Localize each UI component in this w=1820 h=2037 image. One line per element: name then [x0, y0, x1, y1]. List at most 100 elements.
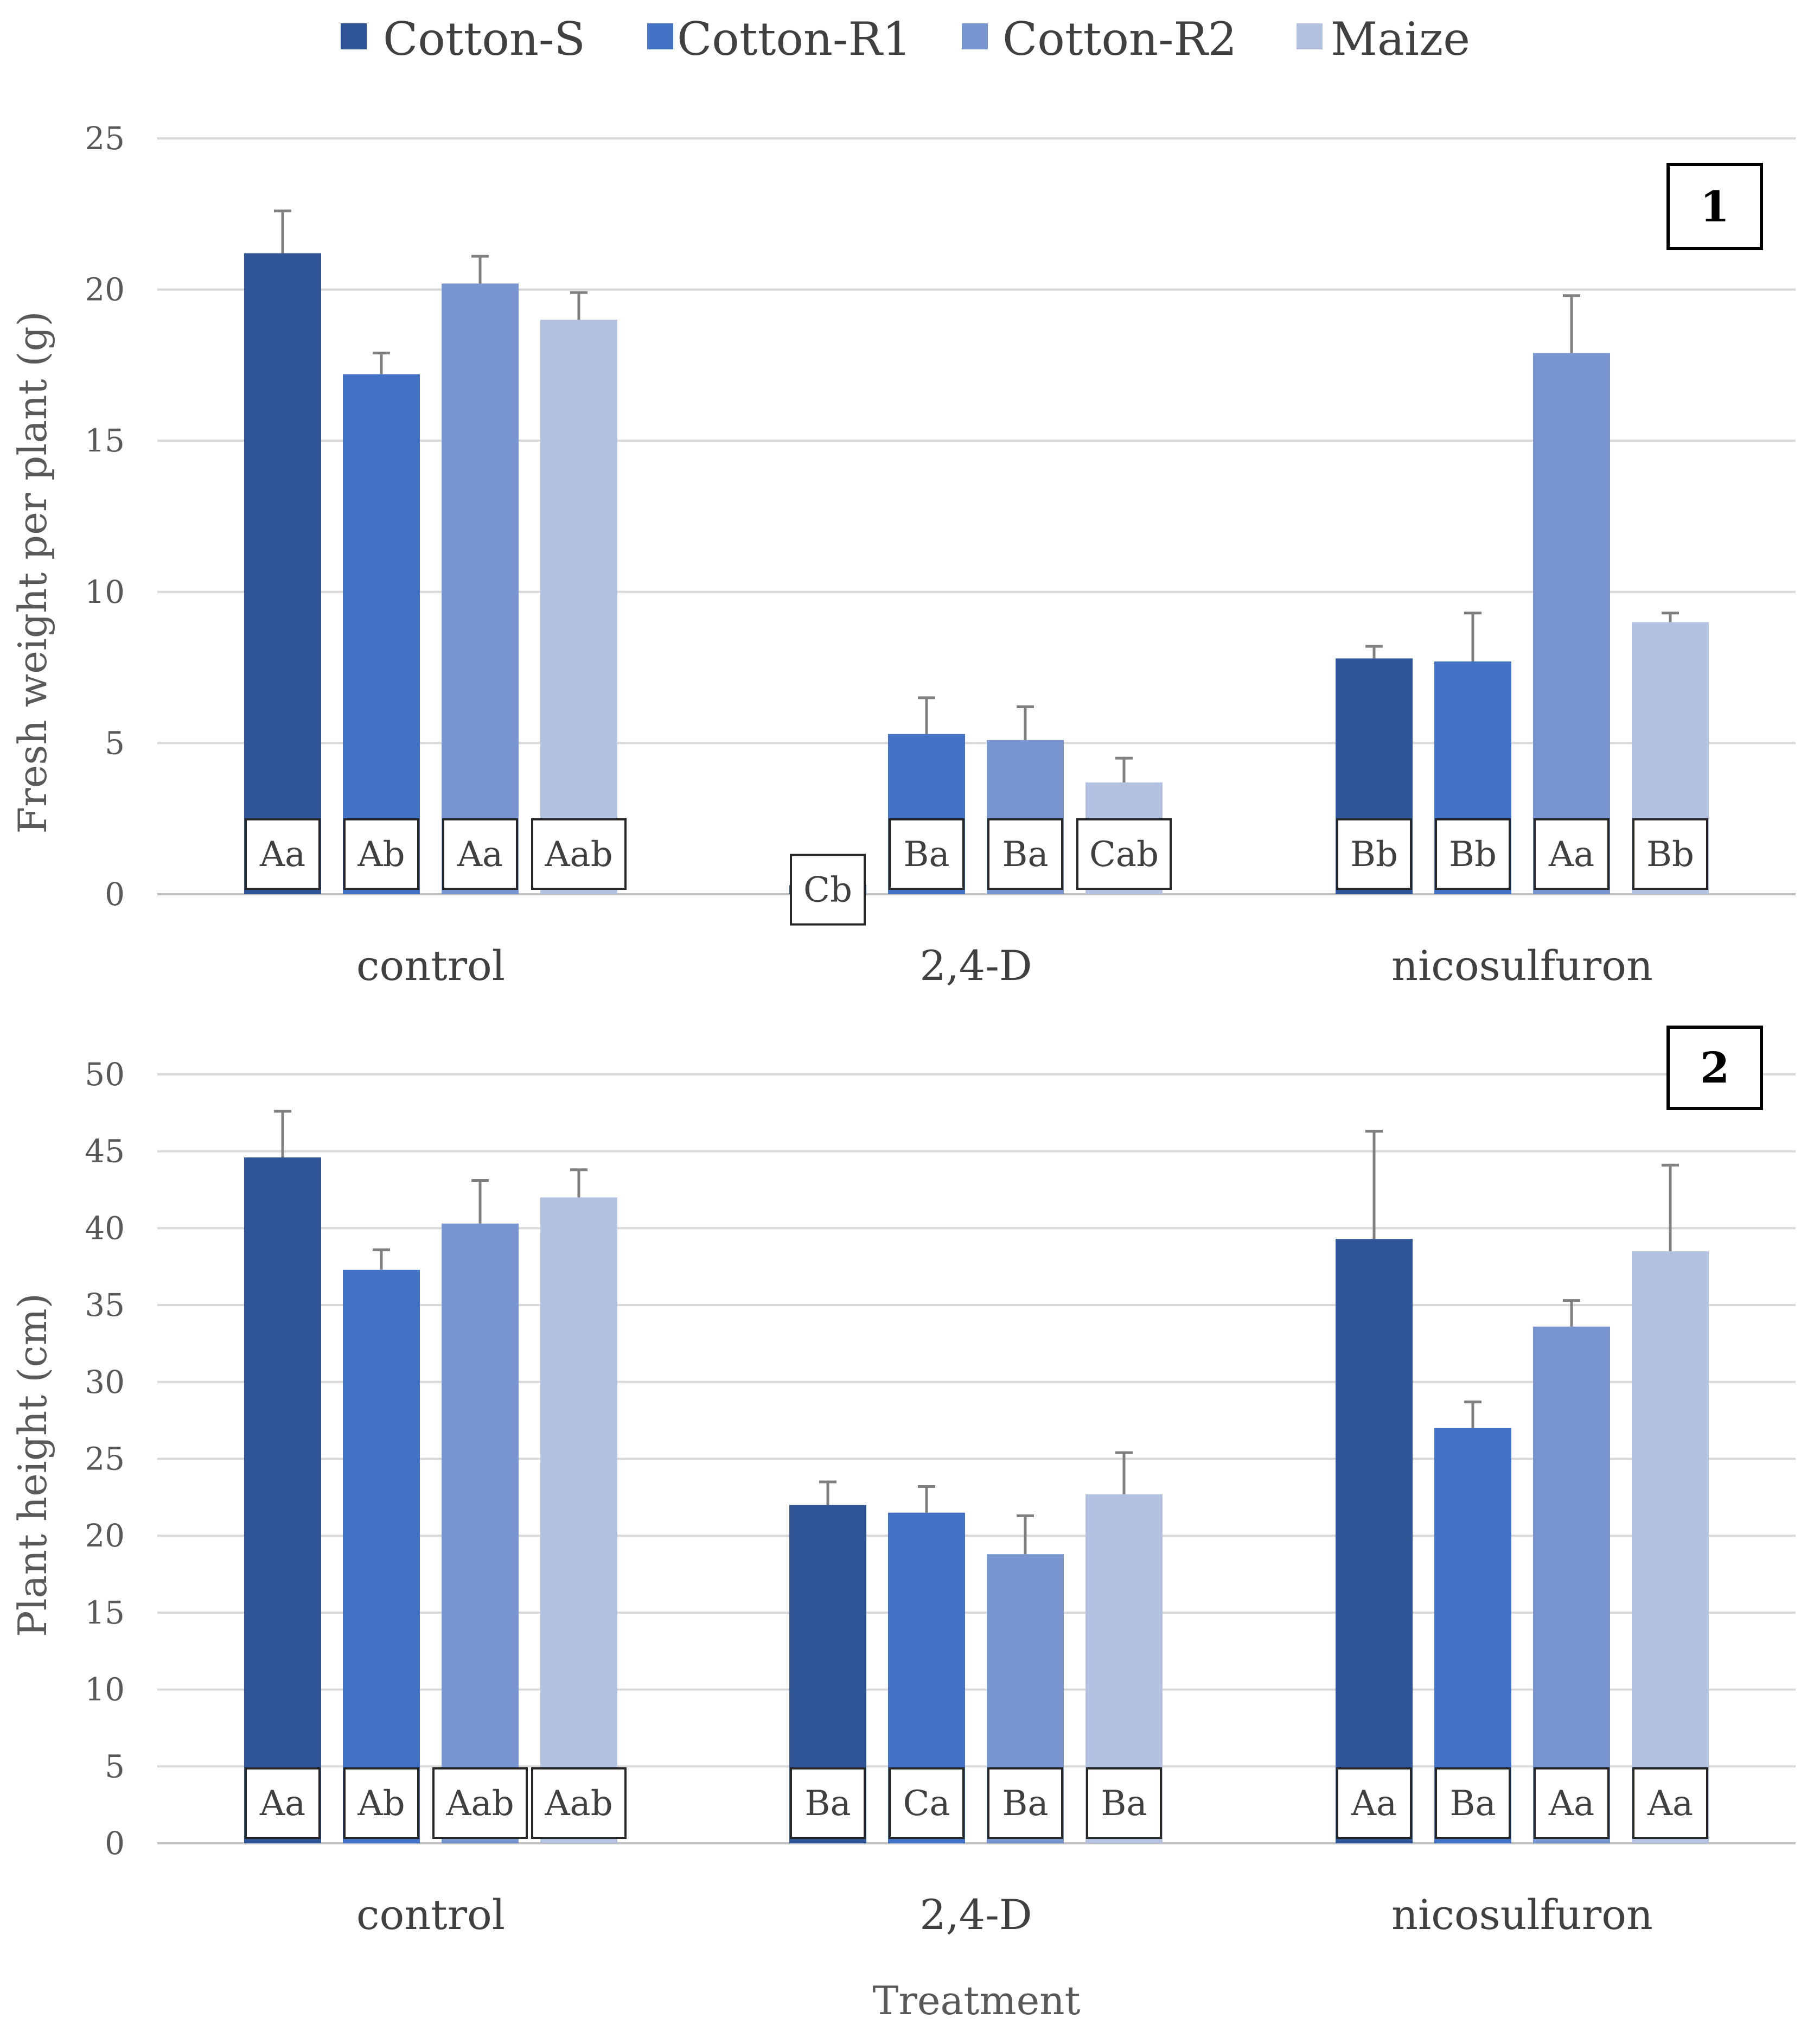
significance-label-box: [531, 1767, 627, 1839]
significance-label: Cab: [1089, 835, 1159, 875]
legend-label: Cotton-S: [383, 12, 585, 66]
x-category-label: control: [356, 1890, 505, 1939]
y-tick-label: 45: [85, 1133, 125, 1170]
legend-swatch: [962, 23, 988, 49]
bar: [1336, 1239, 1413, 1843]
significance-label: Ba: [903, 835, 949, 875]
y-tick-label: 0: [105, 1825, 125, 1862]
y-tick-label: 5: [105, 1748, 125, 1785]
bar: [540, 1197, 617, 1843]
legend-swatch: [1297, 23, 1323, 49]
legend-label: Maize: [1331, 12, 1470, 66]
y-axis-label: Fresh weight per plant (g): [10, 311, 55, 833]
legend-label: Cotton-R2: [1002, 12, 1237, 66]
significance-label-box: [1086, 1767, 1162, 1839]
chart-panel-plant-height: Plant height (cm) 2 Treatment 0 5 10 15 20 25…: [10, 1026, 1796, 2023]
significance-label-box: [343, 1767, 419, 1839]
y-tick-label: 40: [85, 1210, 125, 1246]
significance-label-box: [1435, 818, 1511, 890]
bar: [1533, 353, 1610, 894]
significance-label: Aa: [1351, 1784, 1397, 1824]
significance-label: Ca: [903, 1784, 950, 1824]
significance-label: Bb: [1646, 835, 1694, 875]
panel-label: 2: [1700, 1043, 1729, 1093]
y-tick-label: 10: [85, 1671, 125, 1708]
legend: Cotton-S Cotton-R1 Cotton-R2 Maize: [341, 12, 1470, 66]
bar: [343, 374, 420, 894]
significance-label-box: [1076, 818, 1172, 890]
significance-label: Ba: [1002, 1784, 1048, 1824]
legend-swatch: [647, 23, 673, 49]
significance-label-box: [432, 1767, 528, 1839]
y-tick-label: 25: [85, 1441, 125, 1478]
bar: [1632, 1251, 1709, 1843]
y-tick-label: 30: [85, 1364, 125, 1401]
x-category-label: control: [356, 941, 505, 990]
bar: [442, 283, 519, 894]
y-tick-label: 20: [85, 1517, 125, 1554]
significance-label: Ba: [804, 1784, 851, 1824]
significance-label: Aa: [259, 1784, 305, 1824]
significance-label: Aa: [259, 835, 305, 875]
significance-label-box: [245, 818, 321, 890]
bar: [244, 1157, 321, 1843]
x-axis-label: Treatment: [872, 1978, 1080, 2023]
y-tick-label: 15: [85, 1594, 125, 1631]
y-tick-label: 20: [85, 271, 125, 308]
bar: [540, 320, 617, 894]
bar: [1533, 1326, 1610, 1843]
significance-label-box: [987, 1767, 1063, 1839]
bar: [343, 1269, 420, 1843]
x-category-label: nicosulfuron: [1391, 1890, 1653, 1939]
x-category-label: 2,4-D: [919, 941, 1032, 990]
significance-label: Aab: [445, 1784, 514, 1824]
y-tick-label: 10: [85, 574, 125, 610]
y-tick-label: 50: [85, 1056, 125, 1093]
significance-label: Bb: [1449, 835, 1497, 875]
y-tick-label: 25: [85, 120, 125, 157]
x-category-label: nicosulfuron: [1391, 941, 1653, 990]
significance-label-box: [1632, 818, 1708, 890]
significance-label-box: [1534, 1767, 1610, 1839]
x-category-label: 2,4-D: [919, 1890, 1032, 1939]
y-axis-label: Plant height (cm): [10, 1293, 55, 1637]
significance-label: Aab: [544, 1784, 612, 1824]
panel-label: 1: [1700, 182, 1729, 232]
significance-label-box: [245, 1767, 321, 1839]
y-tick-label: 0: [105, 876, 125, 913]
significance-label: Ba: [1002, 835, 1048, 875]
significance-label-box: [1336, 818, 1412, 890]
significance-label-box: [343, 818, 419, 890]
panel-label-box: [1666, 163, 1763, 250]
legend-label: Cotton-R1: [677, 12, 911, 66]
significance-label: Bb: [1350, 835, 1398, 875]
y-tick-label: 15: [85, 422, 125, 459]
chart-panel-fresh-weight: Fresh weight per plant (g) 1 0 5 10 15 20 25 A…: [10, 120, 1796, 990]
significance-label-box: [987, 818, 1063, 890]
legend-item: Maize: [1297, 12, 1470, 66]
legend-item: Cotton-S: [341, 12, 585, 66]
significance-label-box: [1534, 818, 1610, 890]
y-tick-label: 5: [105, 724, 125, 761]
significance-label: Aa: [1548, 1784, 1594, 1824]
significance-label-box: [1336, 1767, 1412, 1839]
gridlines: [157, 1073, 1796, 1768]
legend-swatch: [341, 23, 367, 49]
significance-label: Ba: [1449, 1784, 1496, 1824]
significance-label: Ba: [1101, 1784, 1147, 1824]
significance-label: Aa: [1647, 1784, 1693, 1824]
legend-item: Cotton-R2: [962, 12, 1237, 66]
significance-label-box: [889, 1767, 965, 1839]
significance-label-box: [442, 818, 518, 890]
significance-label-box: [790, 1767, 866, 1839]
y-tick-label: 35: [85, 1287, 125, 1323]
significance-label: Aa: [457, 835, 503, 875]
significance-label: Cb: [803, 870, 852, 911]
significance-label-box: [790, 854, 866, 926]
panel-label-box: [1666, 1026, 1763, 1110]
significance-label: Ab: [357, 835, 405, 875]
significance-label: Aa: [1548, 835, 1594, 875]
significance-label-box: [1435, 1767, 1511, 1839]
significance-label: Ab: [357, 1784, 405, 1824]
